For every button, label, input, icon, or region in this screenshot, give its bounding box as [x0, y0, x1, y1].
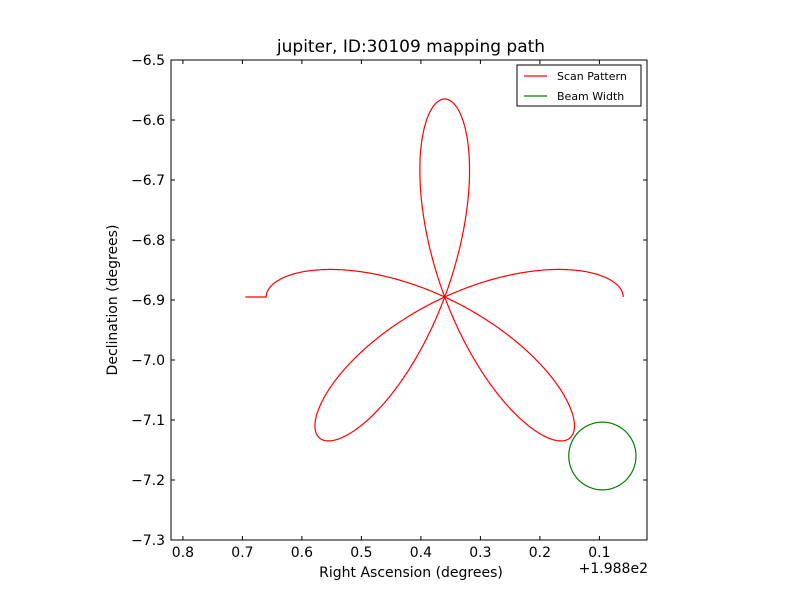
- y-axis-label: Declination (degrees): [105, 225, 121, 376]
- x-tick-label: 0.6: [291, 545, 313, 561]
- x-tick-label: 0.5: [350, 545, 372, 561]
- y-tick-label: −7.2: [131, 473, 165, 489]
- y-tick-label: −6.7: [131, 173, 165, 189]
- x-tick-label: 0.2: [529, 545, 551, 561]
- x-axis-label: Right Ascension (degrees): [319, 565, 503, 581]
- y-tick-label: −6.8: [131, 233, 165, 249]
- y-tick-label: −6.6: [131, 113, 165, 129]
- legend-label-beam-width: Beam Width: [557, 90, 624, 103]
- x-tick-label: 0.3: [469, 545, 491, 561]
- y-tick-label: −7.0: [131, 353, 165, 369]
- legend: Scan Pattern Beam Width: [516, 64, 642, 107]
- y-tick-label: −7.3: [131, 533, 165, 549]
- y-tick-label: −6.9: [131, 293, 165, 309]
- data-layer: [245, 98, 637, 491]
- legend-label-scan-pattern: Scan Pattern: [557, 70, 627, 83]
- x-tick-label: 0.7: [231, 545, 253, 561]
- x-axis: 0.8 0.7 0.6 0.5 0.4 0.3 0.2 0.1: [172, 60, 611, 561]
- series-line-beam-width: [568, 421, 637, 491]
- series-line-scan-pattern: [245, 98, 624, 442]
- x-tick-label: 0.1: [588, 545, 610, 561]
- chart-title: jupiter, ID:30109 mapping path: [276, 37, 545, 57]
- x-tick-label: 0.4: [410, 545, 432, 561]
- x-axis-offset-label: +1.988e2: [579, 561, 648, 577]
- x-tick-label: 0.8: [172, 545, 194, 561]
- legend-box: [516, 64, 642, 107]
- y-axis: −6.5 −6.6 −6.7 −6.8 −6.9 −7.0 −7.1 −7.2 −7.3: [131, 53, 647, 549]
- y-tick-label: −7.1: [131, 413, 165, 429]
- y-tick-label: −6.5: [131, 53, 165, 69]
